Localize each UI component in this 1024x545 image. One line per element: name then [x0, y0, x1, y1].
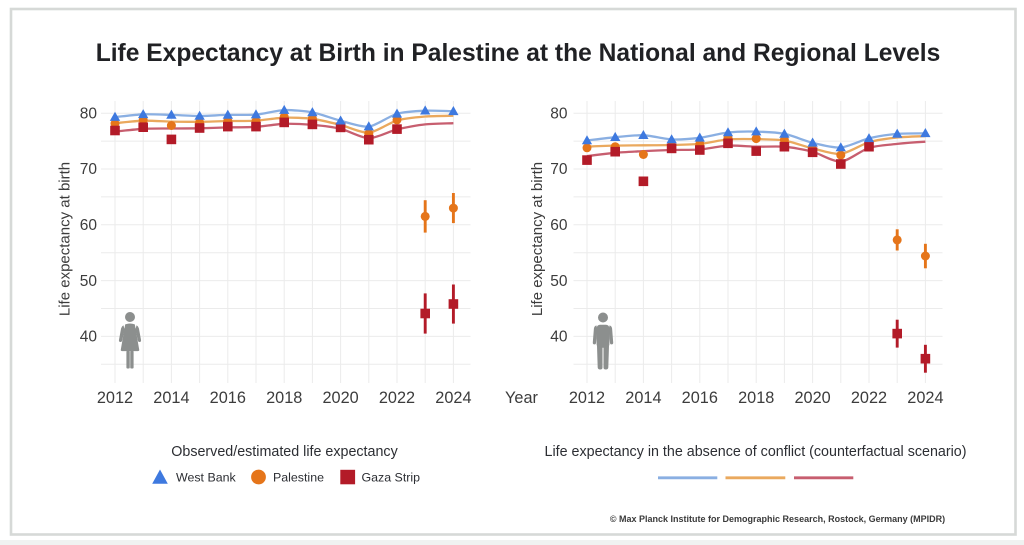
- svg-text:40: 40: [80, 329, 98, 346]
- svg-text:50: 50: [550, 273, 568, 290]
- svg-text:70: 70: [550, 161, 568, 178]
- svg-text:Year: Year: [505, 389, 538, 407]
- svg-text:2012: 2012: [569, 389, 605, 407]
- svg-text:60: 60: [80, 217, 98, 234]
- svg-text:70: 70: [80, 161, 98, 178]
- svg-text:Life expectancy at birth: Life expectancy at birth: [57, 162, 74, 316]
- svg-text:2022: 2022: [851, 389, 887, 407]
- svg-text:Life Expectancy at Birth in Pa: Life Expectancy at Birth in Palestine at…: [96, 40, 941, 67]
- svg-text:West Bank: West Bank: [176, 471, 236, 485]
- svg-text:2024: 2024: [907, 389, 943, 407]
- svg-text:2012: 2012: [97, 389, 133, 407]
- svg-text:Palestine: Palestine: [273, 471, 324, 485]
- svg-text:2018: 2018: [266, 389, 302, 407]
- svg-text:2016: 2016: [210, 389, 246, 407]
- svg-text:2014: 2014: [153, 389, 189, 407]
- svg-text:2020: 2020: [322, 389, 358, 407]
- svg-text:Gaza Strip: Gaza Strip: [362, 471, 421, 485]
- svg-text:2022: 2022: [379, 389, 415, 407]
- svg-text:2024: 2024: [435, 389, 471, 407]
- svg-text:60: 60: [550, 217, 568, 234]
- svg-text:40: 40: [550, 329, 568, 346]
- svg-text:2016: 2016: [682, 389, 718, 407]
- svg-text:80: 80: [550, 105, 568, 122]
- svg-text:Life expectancy in the absence: Life expectancy in the absence of confli…: [545, 444, 967, 460]
- svg-text:Observed/estimated life expect: Observed/estimated life expectancy: [171, 444, 398, 460]
- svg-text:2020: 2020: [794, 389, 830, 407]
- svg-text:2018: 2018: [738, 389, 774, 407]
- svg-text:Life expectancy at birth: Life expectancy at birth: [529, 162, 546, 316]
- svg-text:© Max Planck Institute for Dem: © Max Planck Institute for Demographic R…: [610, 514, 945, 524]
- svg-text:2014: 2014: [625, 389, 661, 407]
- svg-text:50: 50: [80, 273, 98, 290]
- svg-text:80: 80: [80, 105, 98, 122]
